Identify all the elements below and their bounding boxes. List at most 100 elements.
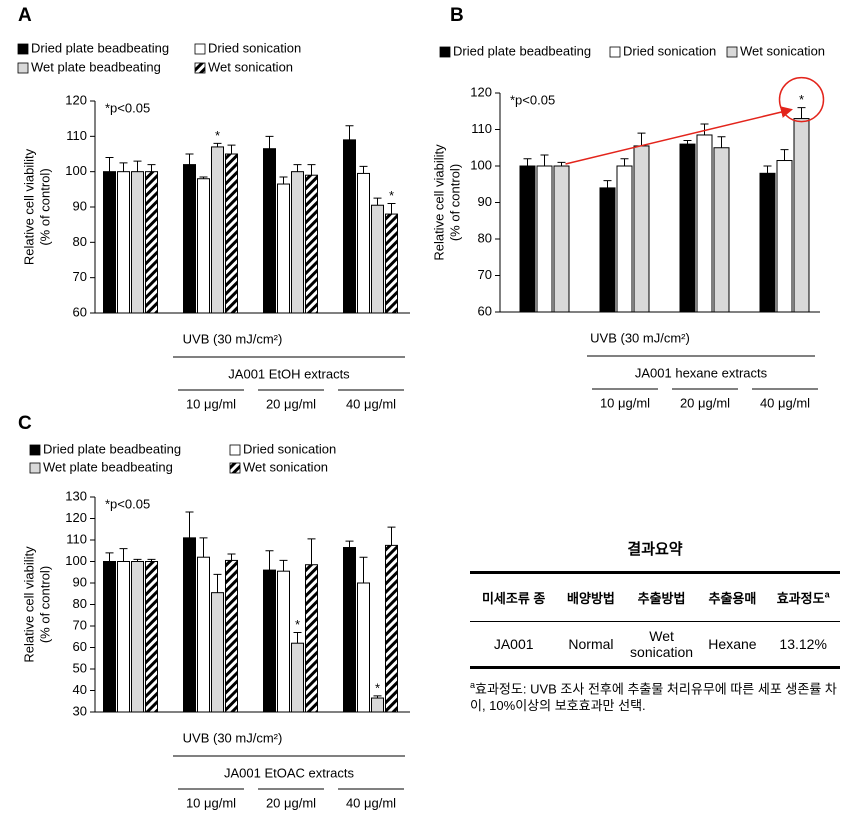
bar — [371, 204, 384, 314]
error-bar — [373, 695, 382, 699]
x-tick-label: 20 μg/ml — [266, 795, 316, 810]
error-bar — [359, 165, 368, 174]
summary-table-panel: 결과요약 미세조류 종 배양방법 추출방법 추출용매 효과정도a JA001 N… — [470, 538, 840, 714]
bar — [291, 642, 304, 713]
extract-label: JA001 hexane extracts — [635, 365, 768, 380]
significance-mark: * — [375, 680, 380, 695]
bar — [131, 171, 144, 314]
error-bar — [199, 537, 208, 558]
bar — [599, 187, 616, 313]
error-bar — [307, 538, 316, 565]
significance-mark: * — [215, 128, 220, 143]
header-text: 효과정도 — [776, 591, 825, 606]
extract-label: JA001 EtOAC extracts — [224, 765, 355, 780]
error-bar — [147, 164, 156, 172]
bar — [371, 697, 384, 713]
treatment-label: UVB (30 mJ/cm²) — [590, 330, 690, 345]
bar — [305, 174, 318, 314]
x-tick-label: 40 μg/ml — [346, 795, 396, 810]
treatment-label: UVB (30 mJ/cm²) — [183, 730, 283, 745]
bar — [385, 213, 398, 314]
error-bar — [147, 558, 156, 562]
y-axis-label: (% of control) — [37, 168, 52, 245]
bar — [225, 559, 238, 713]
bar — [679, 143, 696, 313]
bar — [343, 547, 356, 713]
legend-swatch — [609, 46, 621, 58]
header-note: a — [824, 589, 830, 600]
cell: Hexane — [698, 621, 767, 669]
bar — [713, 147, 730, 313]
legend-swatch — [17, 43, 29, 55]
bar — [145, 561, 158, 713]
y-tick-label: 110 — [66, 531, 87, 546]
legend-label: Dried plate beadbeating — [31, 40, 169, 55]
error-bar — [523, 158, 532, 166]
y-tick-label: 100 — [65, 163, 87, 178]
bar — [197, 178, 210, 314]
legend-swatch — [439, 46, 451, 58]
bar — [197, 556, 210, 713]
error-bar — [763, 165, 772, 174]
bar — [696, 134, 713, 313]
y-tick-label: 70 — [73, 617, 87, 632]
y-axis-label: (% of control) — [447, 164, 462, 241]
bar — [183, 537, 196, 713]
y-axis-label: Relative cell viability — [431, 144, 446, 261]
y-tick-label: 70 — [73, 269, 87, 284]
error-bar — [213, 142, 222, 147]
error-bar — [797, 107, 806, 119]
x-tick-label: 10 μg/ml — [600, 395, 650, 410]
error-bar — [105, 157, 114, 172]
y-axis-label: Relative cell viability — [21, 546, 36, 663]
significance-mark: * — [799, 92, 804, 107]
treatment-label: UVB (30 mJ/cm²) — [183, 331, 283, 346]
y-tick-label: 50 — [73, 660, 87, 675]
extract-label: JA001 EtOH extracts — [228, 366, 350, 381]
error-bar — [185, 153, 194, 165]
bar — [305, 564, 318, 713]
bar — [225, 153, 238, 314]
legend-label: Wet sonication — [740, 43, 825, 58]
error-bar — [700, 123, 709, 135]
error-bar — [307, 164, 316, 176]
legend-label: Wet sonication — [208, 59, 293, 74]
bar — [759, 172, 776, 313]
significance-mark: * — [389, 188, 394, 203]
error-bar — [387, 526, 396, 546]
error-bar — [637, 132, 646, 146]
table-title: 결과요약 — [627, 541, 683, 558]
header-cell: 효과정도a — [766, 571, 840, 622]
y-axis-label: Relative cell viability — [21, 148, 36, 265]
error-bar — [293, 164, 302, 172]
y-tick-label: 80 — [478, 230, 492, 245]
error-bar — [557, 161, 566, 166]
error-bar — [227, 144, 236, 154]
x-tick-label: 40 μg/ml — [346, 396, 396, 411]
annotation: *p<0.05 — [105, 496, 150, 511]
y-tick-label: 110 — [471, 121, 492, 136]
x-tick-label: 10 μg/ml — [186, 396, 236, 411]
highlight-arrow — [565, 106, 793, 165]
bar — [519, 165, 536, 313]
annotation: *p<0.05 — [105, 100, 150, 115]
error-bar — [279, 176, 288, 185]
bar — [263, 148, 276, 314]
bar — [776, 160, 793, 313]
y-tick-label: 130 — [65, 488, 87, 503]
bar — [357, 172, 370, 314]
error-bar — [227, 553, 236, 561]
error-bar — [620, 158, 629, 166]
y-tick-label: 80 — [73, 596, 87, 611]
bar — [536, 165, 553, 313]
significance-mark: * — [295, 617, 300, 632]
error-bar — [717, 136, 726, 148]
error-bar — [265, 550, 274, 571]
legend-label: Dried sonication — [243, 441, 336, 456]
error-bar — [683, 139, 692, 145]
bar — [183, 164, 196, 314]
error-bar — [345, 540, 354, 548]
legend-swatch — [17, 62, 29, 74]
footnote: a효과정도: UVB 조사 전후에 추출물 처리유무에 따른 세포 생존률 차이… — [470, 677, 840, 714]
legend-label: Wet plate beadbeating — [43, 459, 173, 474]
